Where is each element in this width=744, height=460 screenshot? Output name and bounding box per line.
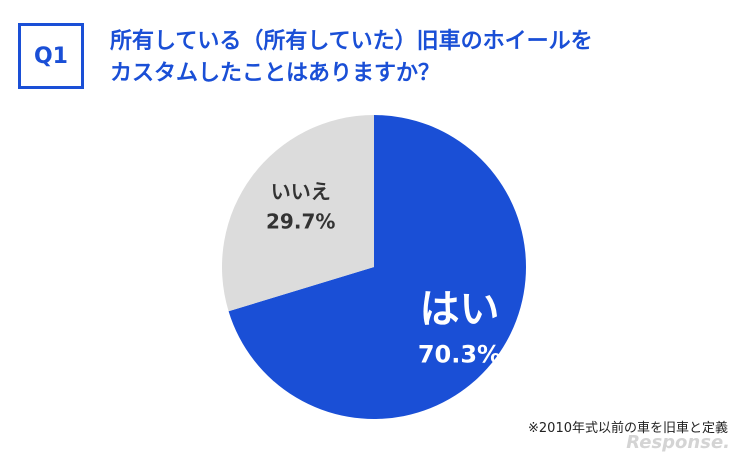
question-line-1: 所有している（所有していた）旧車のホイールを — [110, 29, 593, 54]
pie-slice-0 — [228, 115, 526, 419]
watermark-logo: Response. — [626, 432, 730, 453]
slice-value-1: 29.7% — [266, 210, 335, 234]
question-line-2: カスタムしたことはありますか？ — [110, 61, 441, 86]
slice-label-0: はい — [419, 286, 499, 332]
footnote: ※2010年式以前の車を旧車と定義 — [528, 421, 728, 436]
slice-label-1: いいえ — [271, 180, 331, 204]
question-title: 所有している（所有していた）旧車のホイールを カスタムしたことはありますか？ — [110, 26, 593, 90]
slice-value-0: 70.3% — [418, 340, 501, 368]
pie-slice-1 — [222, 115, 374, 312]
question-number-badge: Q1 — [18, 23, 84, 89]
